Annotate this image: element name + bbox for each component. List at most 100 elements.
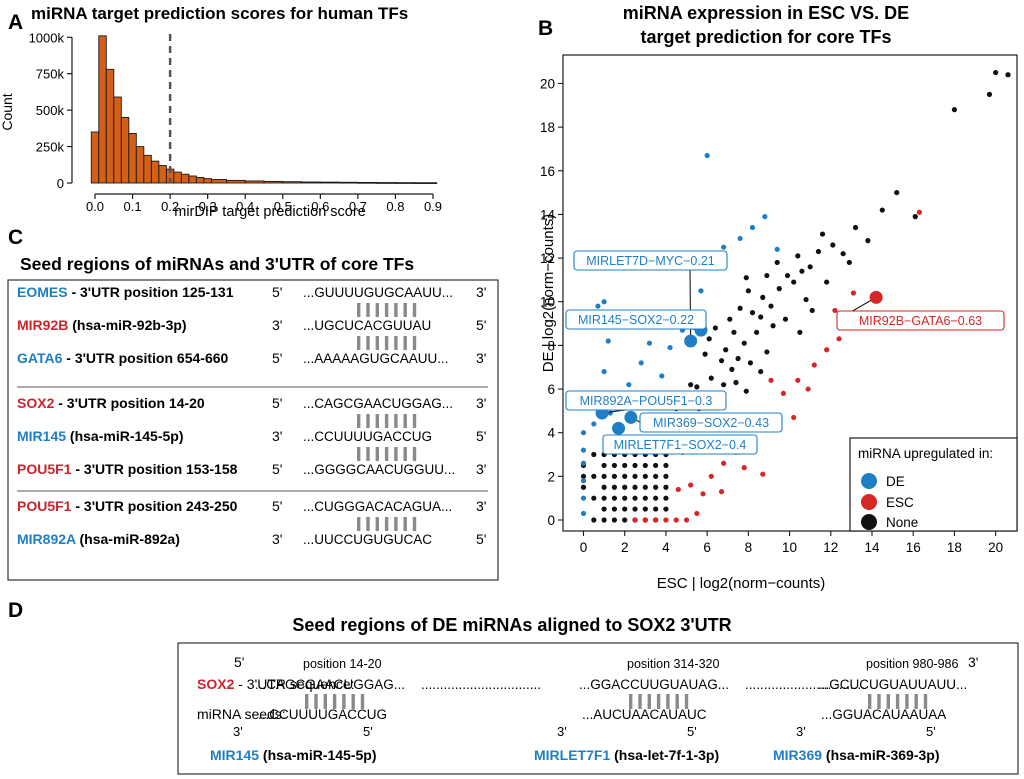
callout-label: MIR892A−POU5F1−0.3 xyxy=(580,394,713,408)
histogram-xlabel: mirDIP target prediction score xyxy=(174,204,366,220)
scatter-point-none xyxy=(764,272,770,279)
callout-box xyxy=(836,310,1005,331)
legend-label-de: DE xyxy=(886,474,905,489)
scatter-point-de xyxy=(601,368,607,375)
scatter-legend: miRNA upregulated in: DE ESC None xyxy=(849,437,1018,532)
histogram-bar xyxy=(319,181,340,184)
alignment-row-label: MIR892A (hsa-miR-892a) xyxy=(17,531,180,547)
panel-c: C Seed regions of miRNAs and 3'UTR of co… xyxy=(7,226,499,581)
alignment-row-label: MIR92B (hsa-miR-92b-3p) xyxy=(17,317,187,333)
scatter-x-tick-label: 8 xyxy=(745,540,753,555)
scatter-point-none xyxy=(721,382,727,388)
scatter-point-esc xyxy=(675,486,681,493)
site-mirna-label: MIR369 (hsa-miR-369-3p) xyxy=(773,747,940,763)
scatter-point-esc xyxy=(832,307,838,314)
scatter-point-esc xyxy=(688,482,694,488)
scatter-y-tick-label: 8 xyxy=(547,338,555,353)
base-pair-bar xyxy=(412,414,417,428)
base-pair-bar xyxy=(895,694,900,709)
histogram-bar xyxy=(195,177,205,184)
histogram-bar xyxy=(128,133,137,184)
scatter-point-none xyxy=(611,462,618,469)
legend-marker-none xyxy=(861,514,877,530)
scatter-point-none xyxy=(632,462,638,469)
sequence: ...GUUUUGUGCAAUU... xyxy=(303,285,453,300)
scatter-title-line-2: target prediction for core TFs xyxy=(640,27,891,47)
base-pair-bar xyxy=(351,694,355,709)
scatter-point-none xyxy=(729,366,735,372)
histogram-x-tick-label: 0.4 xyxy=(236,199,254,214)
base-pair-bar xyxy=(384,336,389,350)
scatter-title-line-1: miRNA expression in ESC VS. DE xyxy=(623,3,909,23)
scatter-point-none xyxy=(993,69,999,76)
base-pair-bar xyxy=(394,517,398,531)
panel-d-gene: SOX2 xyxy=(197,676,235,692)
base-pair-bar xyxy=(357,303,361,317)
scatter-point-none xyxy=(803,296,809,303)
scatter-point-none xyxy=(653,473,659,479)
callout-label: MIRLET7F1−SOX2−0.4 xyxy=(614,438,747,452)
scatter-point-esc xyxy=(850,290,857,296)
scatter-point-de xyxy=(595,303,601,309)
scatter-point-de xyxy=(667,344,673,351)
base-pair-bar xyxy=(375,447,379,461)
histogram-bar xyxy=(173,171,182,184)
scatter-x-tick-label: 20 xyxy=(988,540,1003,555)
base-pair-bar xyxy=(366,447,370,461)
base-pair-bar xyxy=(360,694,365,709)
histogram-bar xyxy=(394,182,415,184)
scatter-point-none xyxy=(986,91,993,97)
sequence-end-right: 5' xyxy=(476,531,486,547)
panel-a: A miRNA target prediction scores for hum… xyxy=(0,4,442,220)
site-seed-end-right: 5' xyxy=(363,724,373,739)
histogram-y-tick-label: 1000k xyxy=(29,30,65,45)
gene-description: - 3'UTR position 153-158 xyxy=(71,461,237,477)
base-pair-bar xyxy=(342,694,346,709)
gene-description: - 3'UTR position 14-20 xyxy=(54,395,205,411)
scatter-point-none xyxy=(632,484,638,490)
sequence: ...UGCUCACGUUAU xyxy=(303,318,431,333)
scatter-point-de xyxy=(580,495,587,501)
scatter-point-de xyxy=(762,214,768,220)
scatter-x-tick-label: 12 xyxy=(823,540,838,555)
histogram-bar xyxy=(203,178,212,184)
legend-title: miRNA upregulated in: xyxy=(858,446,993,461)
scatter-y-tick-label: 2 xyxy=(547,469,555,484)
base-pair-bar xyxy=(412,303,417,317)
scatter-point-none xyxy=(663,506,669,512)
scatter-point-none xyxy=(591,473,597,479)
base-pair-bar xyxy=(375,414,379,428)
scatter-point-none xyxy=(768,303,774,309)
scatter-x-tick-label: 18 xyxy=(947,540,962,555)
scatter-point-de xyxy=(749,224,756,231)
gene-name: MIR92B xyxy=(17,317,68,333)
scatter-point-none xyxy=(840,251,846,257)
scatter-point-none xyxy=(735,355,741,362)
base-pair-bar xyxy=(647,694,651,709)
scatter-y-tick-label: 12 xyxy=(540,251,555,266)
scatter-point-none xyxy=(642,484,648,490)
legend-box xyxy=(849,437,1018,532)
scatter-point-none xyxy=(601,473,607,479)
callout-box xyxy=(573,250,728,271)
scatter-point-esc xyxy=(836,336,842,342)
scatter-point-none xyxy=(753,329,760,335)
scatter-point-de xyxy=(580,460,587,466)
scatter-y-tick-label: 18 xyxy=(540,120,555,135)
scatter-point-none xyxy=(1005,72,1011,78)
scatter-point-de xyxy=(580,478,587,484)
sequence: ...GGGGCAACUGGUU... xyxy=(303,462,455,477)
legend-label-esc: ESC xyxy=(886,495,914,510)
scatter-point-none xyxy=(622,495,628,501)
base-pair-bar xyxy=(412,447,417,461)
site-position: position 314-320 xyxy=(627,657,719,671)
base-pair-bar xyxy=(684,694,689,709)
scatter-point-esc xyxy=(824,347,830,353)
scatter-point-esc xyxy=(795,377,801,383)
scatter-y-tick-label: 10 xyxy=(540,295,555,310)
base-pair-bar xyxy=(384,447,389,461)
callout-box xyxy=(602,434,758,455)
base-pair-bar xyxy=(666,694,670,709)
scatter-point-none xyxy=(824,279,830,285)
